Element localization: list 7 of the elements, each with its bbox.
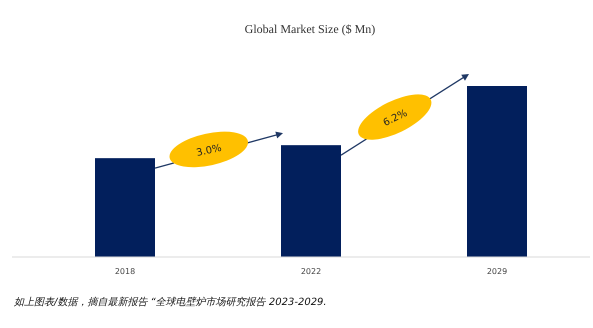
x-tick-label: 2018: [114, 267, 136, 276]
annotation: 6.2%: [382, 108, 410, 129]
chart-title: Global Market Size ($ Mn): [244, 22, 376, 36]
annotation: 3.0%: [196, 142, 223, 159]
x-tick-label: 2022: [300, 267, 322, 276]
x-tick-label: 2029: [486, 267, 508, 276]
text: 如上图表/数据，摘自最新报告 “全球电壁炉市场研究报告 2023-2029.: [13, 296, 327, 308]
